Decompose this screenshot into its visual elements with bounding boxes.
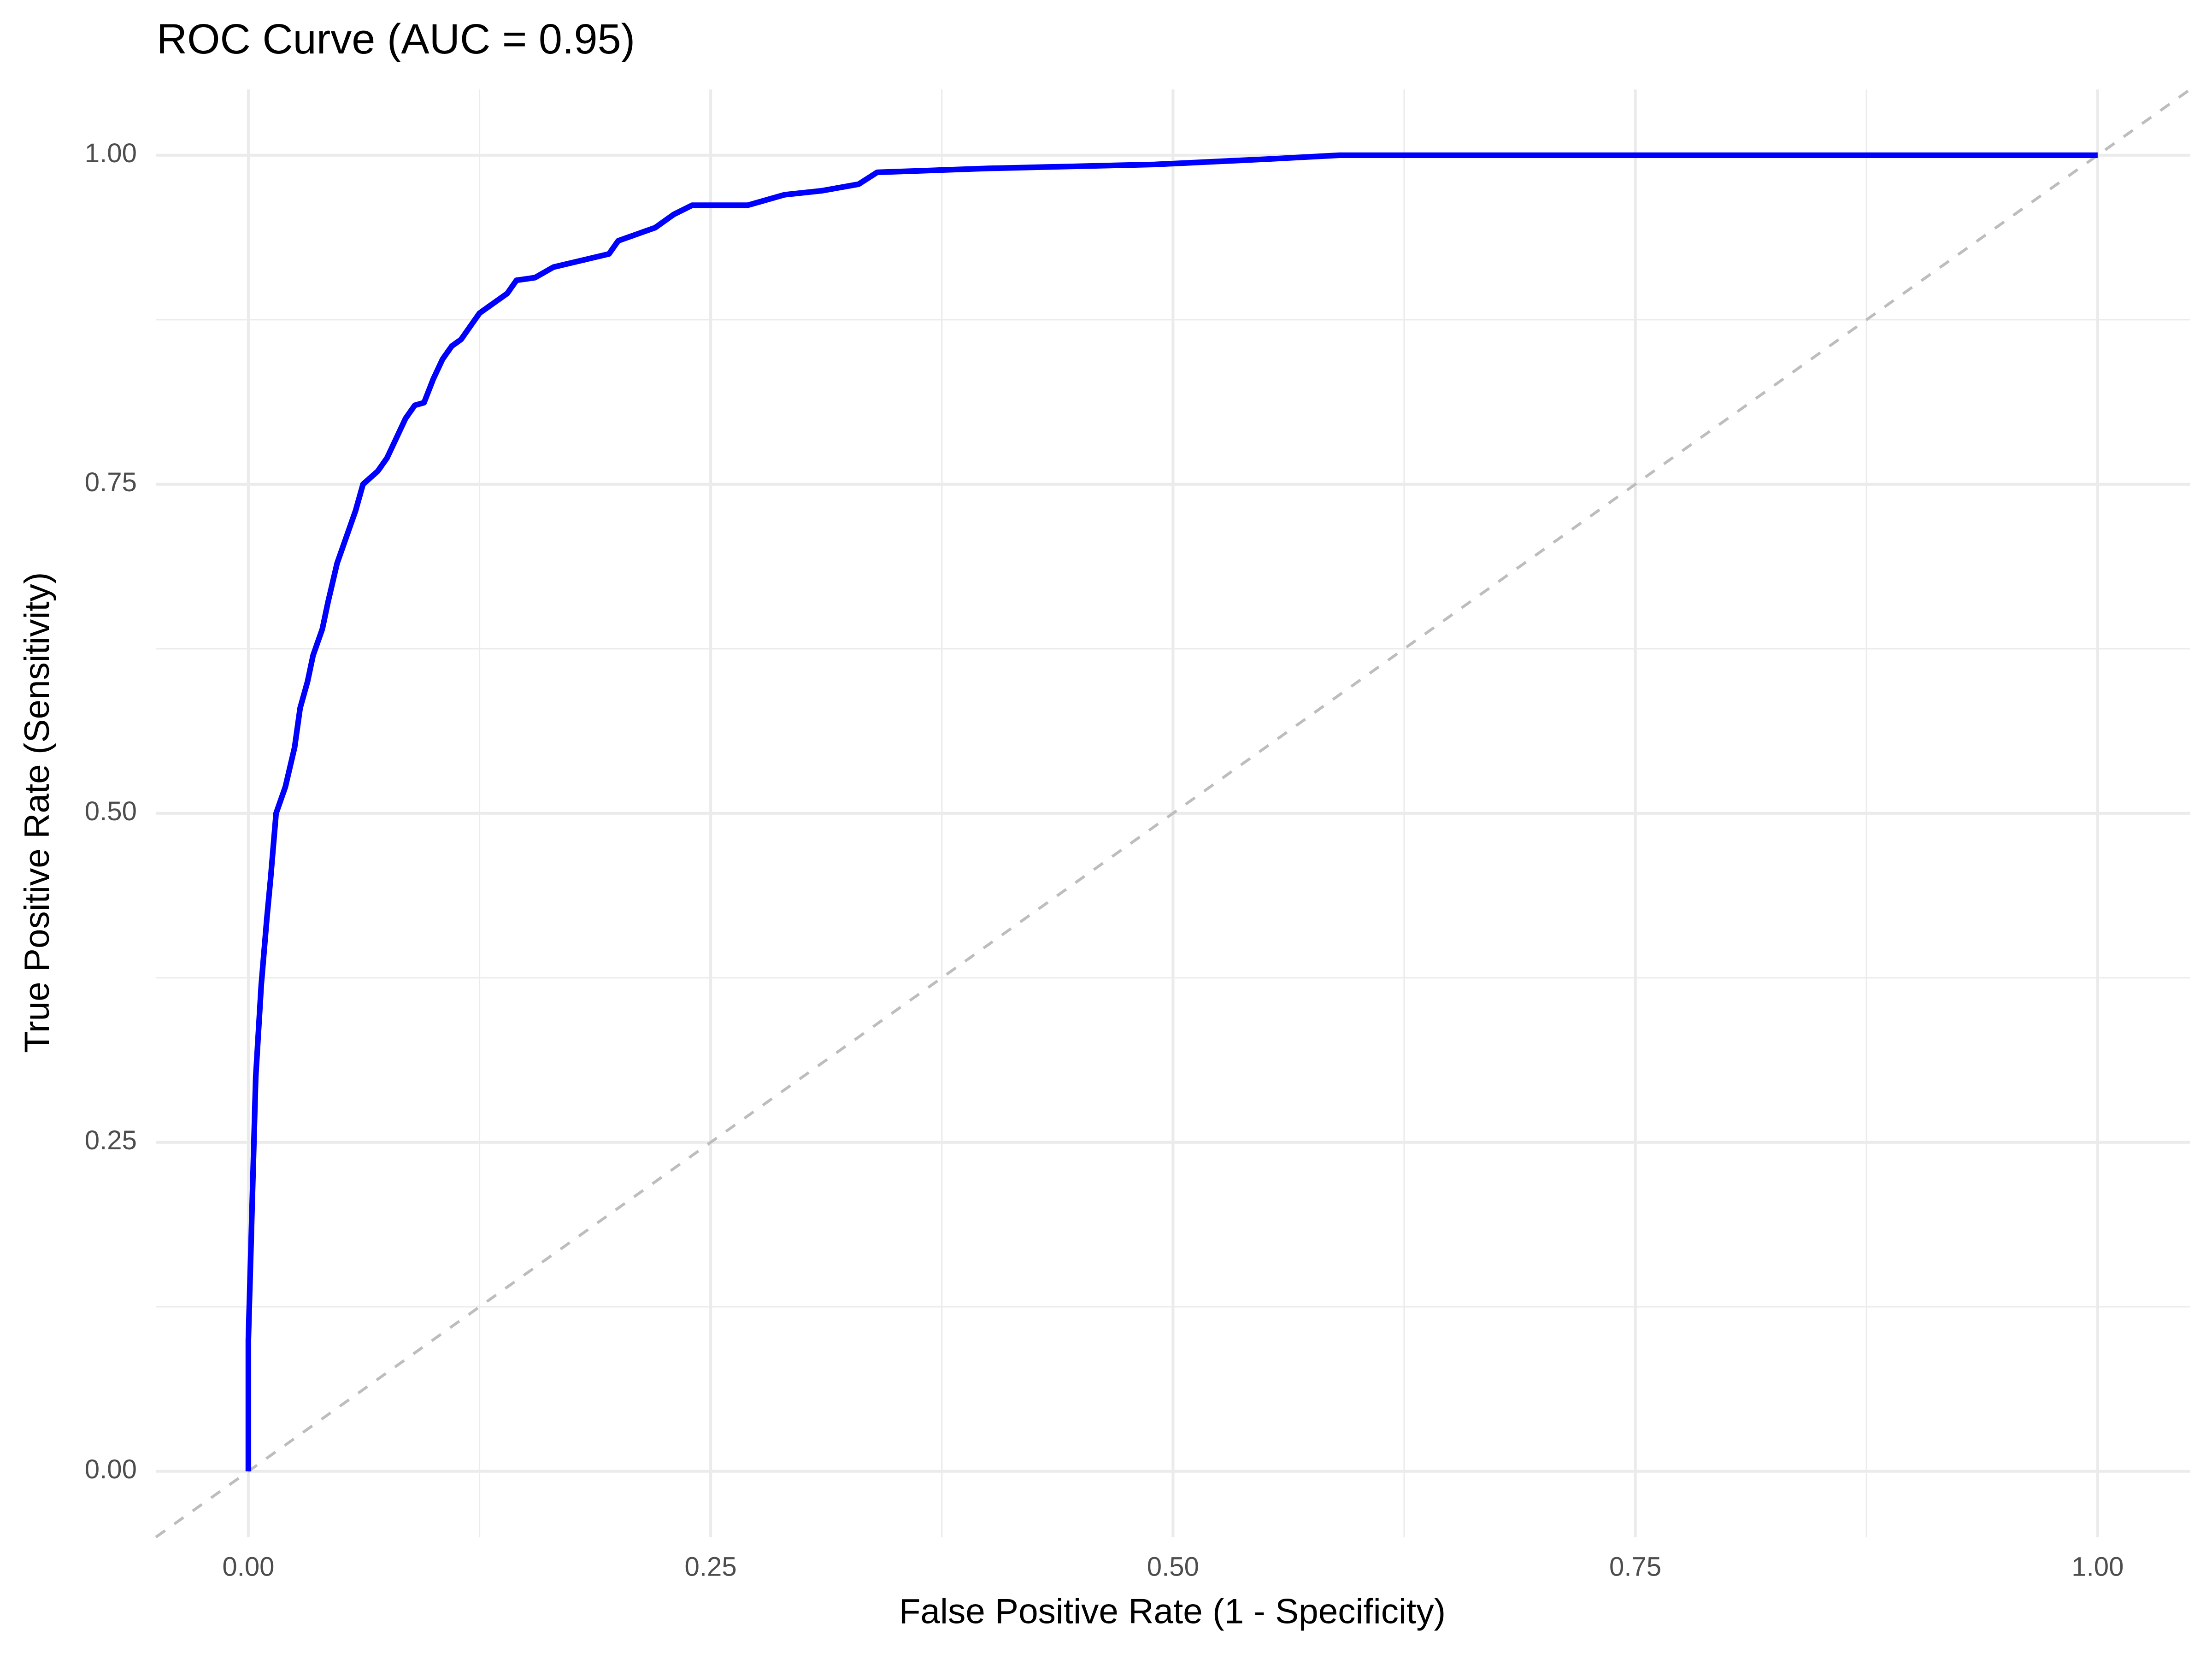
y-tick-label: 0.50 bbox=[85, 796, 137, 826]
reference-line bbox=[155, 88, 2191, 1539]
y-tick-label: 0.25 bbox=[85, 1125, 137, 1155]
y-axis-label: True Positive Rate (Sensitivity) bbox=[18, 572, 57, 1053]
chart-title: ROC Curve (AUC = 0.95) bbox=[157, 16, 635, 63]
x-tick-label: 1.00 bbox=[2071, 1552, 2124, 1582]
x-tick-label: 0.25 bbox=[685, 1552, 737, 1582]
x-tick-label: 0.75 bbox=[1609, 1552, 1661, 1582]
x-tick-label: 0.50 bbox=[1147, 1552, 1199, 1582]
y-tick-label: 0.00 bbox=[85, 1454, 137, 1484]
x-axis-label: False Positive Rate (1 - Specificity) bbox=[899, 1592, 1446, 1631]
y-tick-label: 1.00 bbox=[85, 138, 137, 168]
y-tick-label: 0.75 bbox=[85, 467, 137, 497]
x-tick-label: 0.00 bbox=[222, 1552, 274, 1582]
roc-curve bbox=[245, 152, 2098, 1471]
